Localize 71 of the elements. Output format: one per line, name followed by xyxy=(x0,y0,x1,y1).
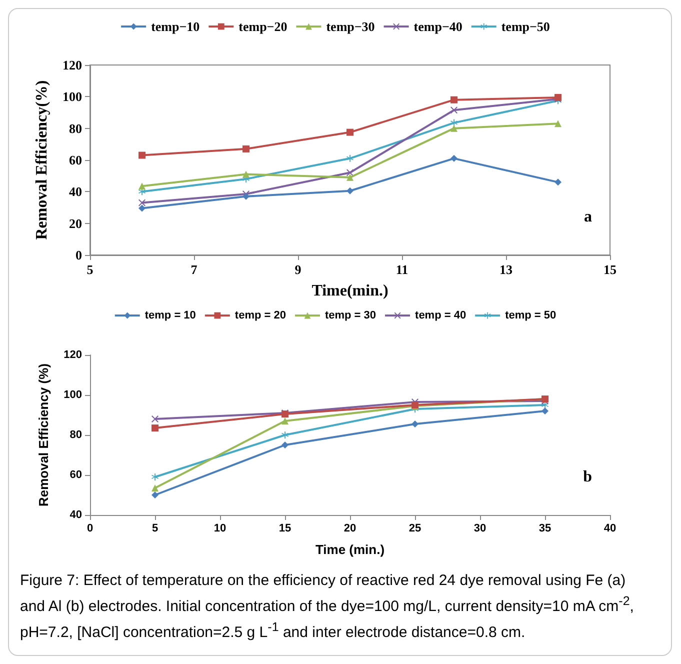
point xyxy=(450,124,458,132)
x-tick-label: 9 xyxy=(294,262,302,277)
legend-label: temp−20 xyxy=(238,19,288,34)
legend-label: temp−40 xyxy=(414,19,462,34)
annotation: a xyxy=(584,208,592,226)
point xyxy=(242,145,250,152)
point xyxy=(346,187,354,194)
x-tick-label: 15 xyxy=(604,262,617,277)
legend-label: temp = 20 xyxy=(234,310,286,322)
point xyxy=(450,106,458,114)
legend-label: temp = 10 xyxy=(144,310,196,322)
point xyxy=(450,119,458,126)
y-axis-title: Removal Efficiency(%) xyxy=(34,80,50,240)
point xyxy=(282,432,288,438)
x-tick-label: 5 xyxy=(86,262,94,277)
x-tick-label: 20 xyxy=(344,522,356,534)
legend-label: temp−50 xyxy=(501,19,550,34)
y-tick-label: 80 xyxy=(70,429,82,441)
point xyxy=(346,154,354,162)
x-tick-label: 0 xyxy=(86,522,94,534)
legend-label: temp−30 xyxy=(326,19,375,34)
point xyxy=(450,154,458,162)
y-axis-title: Removal Efficiency (%) xyxy=(36,363,51,507)
point xyxy=(152,424,158,432)
x-axis-title: Time(min.) xyxy=(312,282,388,300)
y-tick-label: 60 xyxy=(70,469,82,481)
y-tick-label: 100 xyxy=(62,89,82,104)
y-tick-label: 40 xyxy=(69,184,82,200)
y-tick-label: 60 xyxy=(69,152,82,168)
x-tick-label: 5 xyxy=(152,522,158,534)
point xyxy=(554,178,562,186)
legend-label: temp = 40 xyxy=(415,310,466,322)
point xyxy=(542,408,548,414)
point xyxy=(152,474,158,480)
point xyxy=(346,169,354,176)
x-axis-title: Time (min.) xyxy=(315,542,385,557)
x-tick-label: 40 xyxy=(604,522,616,534)
y-tick-label: 20 xyxy=(69,216,82,231)
x-tick-label: 15 xyxy=(278,522,292,534)
x-tick-label: 35 xyxy=(538,522,552,534)
point xyxy=(152,492,158,498)
point xyxy=(554,120,562,128)
x-tick-label: 11 xyxy=(396,262,408,277)
x-tick-label: 25 xyxy=(408,522,422,534)
legend-label: temp = 50 xyxy=(505,310,556,322)
y-tick-label: 0 xyxy=(76,248,82,262)
x-tick-label: 7 xyxy=(190,262,198,277)
point xyxy=(282,442,288,448)
legend-label: temp = 30 xyxy=(324,310,376,322)
point xyxy=(282,418,288,424)
point xyxy=(152,484,158,492)
x-tick-label: 13 xyxy=(500,262,513,277)
point xyxy=(152,416,158,422)
y-tick-label: 80 xyxy=(69,120,82,136)
annotation: b xyxy=(583,468,592,486)
point xyxy=(242,170,250,178)
point xyxy=(450,96,458,104)
point xyxy=(138,152,146,159)
point xyxy=(412,420,418,428)
point xyxy=(138,204,146,212)
point xyxy=(346,128,354,136)
y-tick-label: 120 xyxy=(64,349,82,361)
point xyxy=(346,174,354,181)
y-tick-label: 120 xyxy=(62,58,82,72)
point xyxy=(138,182,146,190)
text: Figure 7: Effect of temperature on the efficiency of reactive red 24 dye removal using Fe (a) and Al (b) electrodes. Initial concentration of the dye=100 mg/L, current density=10 mA cm$^{-2}$, pH=7.2, [NaCl] concentration=2.5 g L$^{-1}$ and inter electrode distance=0.8 cm. xyxy=(20,572,634,641)
y-tick-label: 40 xyxy=(70,509,82,521)
y-tick-label: 100 xyxy=(64,389,82,401)
x-tick-label: 30 xyxy=(474,522,486,534)
legend-label: temp−10 xyxy=(151,19,200,34)
x-tick-label: 10 xyxy=(214,522,226,534)
